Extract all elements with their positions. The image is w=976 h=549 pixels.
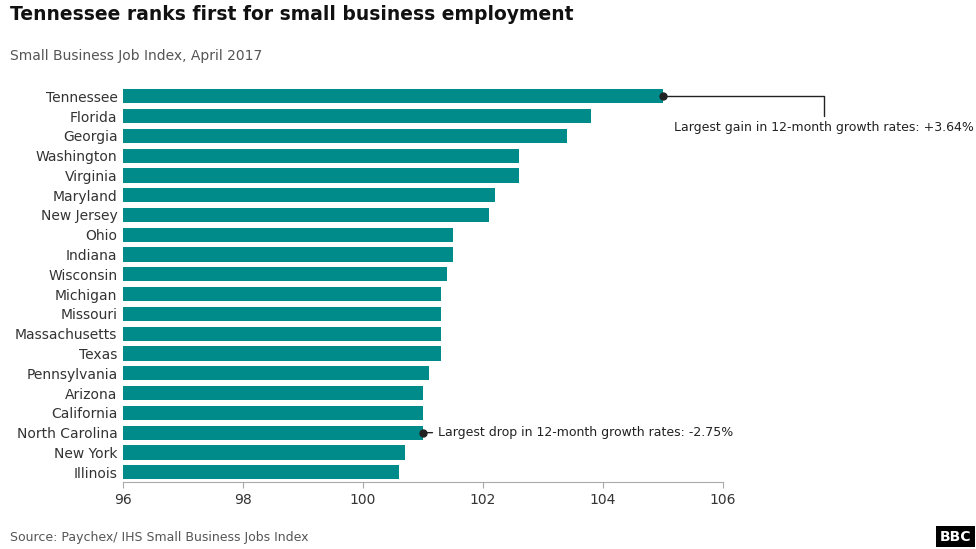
Bar	[123, 346, 441, 361]
Bar	[123, 188, 495, 203]
Bar	[123, 248, 453, 262]
Text: Small Business Job Index, April 2017: Small Business Job Index, April 2017	[10, 49, 262, 64]
Bar	[123, 287, 441, 301]
Bar	[123, 386, 423, 400]
Bar	[123, 267, 447, 282]
Bar	[123, 445, 405, 460]
Bar	[123, 89, 663, 103]
Bar	[123, 366, 429, 380]
Bar	[123, 128, 567, 143]
Text: Largest gain in 12-month growth rates: +3.64%: Largest gain in 12-month growth rates: +…	[666, 96, 974, 135]
Text: BBC: BBC	[940, 529, 971, 544]
Bar	[123, 109, 591, 123]
Bar	[123, 307, 441, 321]
Text: Largest drop in 12-month growth rates: -2.75%: Largest drop in 12-month growth rates: -…	[426, 426, 733, 439]
Bar	[123, 149, 519, 163]
Bar	[123, 425, 423, 440]
Text: Source: Paychex/ IHS Small Business Jobs Index: Source: Paychex/ IHS Small Business Jobs…	[10, 530, 308, 544]
Bar	[123, 327, 441, 341]
Bar	[123, 406, 423, 420]
Bar	[123, 169, 519, 182]
Bar	[123, 208, 489, 222]
Text: Tennessee ranks first for small business employment: Tennessee ranks first for small business…	[10, 5, 573, 25]
Bar	[123, 228, 453, 242]
Bar	[123, 465, 399, 479]
